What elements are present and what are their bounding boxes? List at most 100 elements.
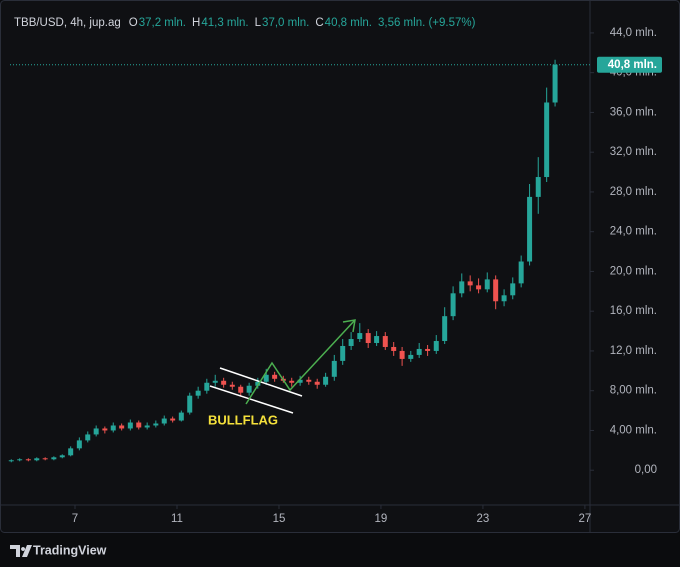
legend-value: 41,3 mln. — [201, 17, 248, 29]
legend-key: L — [255, 17, 262, 29]
candle-body — [527, 196, 533, 262]
candle-body — [535, 177, 541, 197]
candle-body — [93, 428, 99, 435]
candle-body — [127, 422, 133, 429]
y-tick-label: 36,0 mln. — [610, 106, 657, 118]
y-tick-label: 20,0 mln. — [610, 265, 657, 277]
y-tick-label: 0,00 — [635, 464, 657, 476]
candle-body — [544, 102, 550, 178]
change: 3,56 mln. (+9.57%) — [378, 17, 476, 29]
candle-body — [144, 425, 150, 428]
candle-body — [204, 382, 210, 391]
candle-body — [289, 380, 295, 383]
candle-body — [246, 385, 252, 393]
chart-panel — [0, 0, 680, 533]
x-tick-label: 27 — [579, 513, 592, 525]
candle-body — [34, 458, 40, 461]
candle-body — [348, 339, 354, 346]
candle-body — [102, 428, 108, 431]
candle-body — [459, 281, 465, 294]
candle-body — [255, 381, 261, 386]
candle-body — [442, 316, 448, 342]
legend-header: TBB/USD, 4h, jup.ag O 37,2 mln. H 41,3 mln.… — [14, 17, 476, 29]
symbol: TBB/USD, 4h, jup.ag — [14, 17, 121, 29]
candle-body — [153, 423, 159, 426]
candle-body — [17, 459, 23, 461]
brand: TradingView — [33, 543, 107, 557]
x-tick-label: 23 — [477, 513, 490, 525]
candle-body — [85, 434, 91, 441]
flag-upper-line — [219, 367, 303, 397]
x-tick-label: 11 — [171, 513, 183, 525]
candle-body — [314, 381, 320, 385]
legend-value: 37,0 mln. — [262, 17, 309, 29]
candle-body — [178, 412, 184, 421]
candle-body — [297, 379, 303, 383]
candle-body — [263, 374, 269, 382]
drawings: BULLFLAG — [208, 319, 356, 427]
arrow-head — [342, 319, 356, 333]
annotation: BULLFLAG — [208, 412, 278, 427]
candle-body — [119, 425, 125, 429]
candle-body — [382, 336, 388, 347]
candle-body — [476, 285, 482, 290]
y-tick-label: 28,0 mln. — [610, 186, 657, 198]
legend-key: C — [315, 17, 323, 29]
candle-body — [306, 379, 312, 382]
candle-body — [433, 341, 439, 351]
x-tick-label: 7 — [72, 513, 78, 525]
legend-value: 40,8 mln. — [325, 17, 372, 29]
candle-body — [374, 336, 380, 344]
candle-body — [425, 348, 431, 351]
candle-body — [365, 333, 371, 344]
plot-area — [8, 59, 558, 463]
candle-body — [399, 350, 405, 359]
candle-body — [59, 455, 65, 458]
candle-body — [68, 448, 74, 456]
candle-body — [195, 390, 201, 396]
last-price-label: 40,8 mln. — [608, 59, 657, 71]
legend-value: 37,2 mln. — [139, 17, 186, 29]
y-tick-label: 12,0 mln. — [610, 345, 657, 357]
candle-body — [484, 279, 490, 290]
candle-body — [450, 293, 456, 317]
candle-body — [110, 425, 116, 431]
candle-body — [187, 395, 193, 413]
candle-body — [501, 295, 507, 302]
candle-body — [8, 460, 14, 462]
candle-body — [331, 360, 337, 377]
logo — [10, 545, 32, 557]
candle-body — [493, 279, 499, 302]
candle-body — [510, 283, 516, 296]
candle-body — [161, 418, 167, 424]
footer: TradingView — [10, 543, 107, 557]
candle-body — [340, 345, 346, 361]
candle-body — [42, 458, 48, 460]
candle-body — [416, 348, 422, 355]
candle-body — [212, 380, 218, 383]
candle-body — [357, 333, 363, 340]
x-tick-label: 15 — [273, 513, 286, 525]
candle-body — [323, 376, 329, 385]
y-tick-label: 16,0 mln. — [610, 305, 657, 317]
legend-key: H — [192, 17, 200, 29]
candle-body — [229, 384, 235, 387]
y-tick-label: 32,0 mln. — [610, 146, 657, 158]
candle-body — [25, 459, 31, 461]
candle-body — [391, 346, 397, 351]
candle-body — [408, 354, 414, 359]
y-tick-label: 44,0 mln. — [610, 27, 657, 39]
candle-body — [552, 64, 558, 103]
x-tick-label: 19 — [375, 513, 388, 525]
legend-key: O — [129, 17, 138, 29]
candle-body — [136, 422, 142, 428]
y-tick-label: 24,0 mln. — [610, 226, 657, 238]
y-tick-label: 4,00 mln. — [610, 424, 657, 436]
candle-body — [221, 380, 227, 385]
last-price-box — [597, 56, 662, 73]
candle-body — [76, 440, 82, 449]
candle-body — [238, 386, 244, 393]
candle-body — [518, 261, 524, 284]
